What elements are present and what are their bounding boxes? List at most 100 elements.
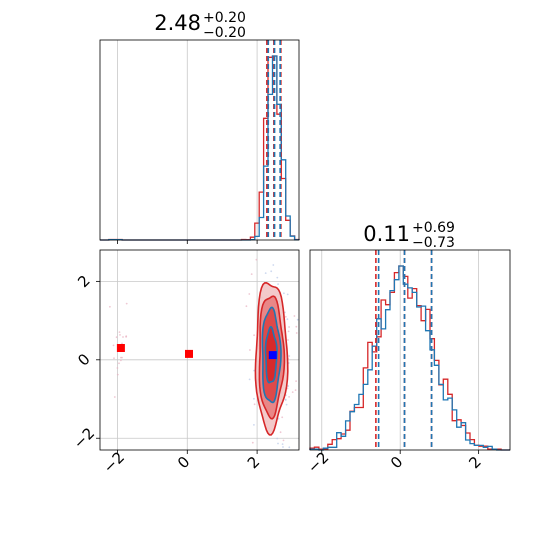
- scatter-point: [125, 302, 128, 305]
- scatter-point: [251, 441, 254, 444]
- scatter-point: [295, 332, 298, 334]
- scatter-point: [282, 446, 284, 448]
- scatter-point: [122, 336, 124, 338]
- scatter-point: [249, 349, 251, 351]
- histogram-step-series-2: [100, 55, 300, 241]
- marker-points: [116, 344, 277, 360]
- quantile-lines: [375, 250, 433, 450]
- scatter-point: [288, 355, 291, 357]
- scatter-point: [277, 283, 279, 285]
- grid-lines: [321, 250, 480, 450]
- x-tick-label: −2: [304, 448, 332, 476]
- scatter-point: [295, 325, 298, 328]
- scatter-point: [253, 403, 256, 406]
- marker-square-1: [116, 344, 125, 352]
- scatter-point: [125, 335, 128, 338]
- scatter-point: [253, 369, 256, 372]
- scatter-point: [276, 437, 279, 440]
- scatter-point: [118, 362, 120, 365]
- quantile-lines: [266, 40, 282, 240]
- scatter-point: [109, 305, 111, 308]
- axes-frame: [99, 39, 300, 241]
- axes-frame: [309, 249, 511, 451]
- scatter-point: [113, 396, 116, 398]
- title-value: 0.11: [363, 222, 410, 246]
- scatter-point: [281, 443, 284, 445]
- y-tick-labels: −2 0 2: [70, 272, 98, 453]
- scatter-point: [293, 315, 296, 317]
- scatter-point: [248, 293, 251, 295]
- scatter-point: [287, 385, 290, 387]
- scatter-point: [294, 389, 297, 391]
- x-tick-label: 0: [387, 453, 406, 472]
- scatter-point: [285, 403, 288, 406]
- scatter-point: [113, 357, 115, 360]
- scatter-point: [272, 264, 275, 266]
- axes-frame: [99, 249, 300, 451]
- y-tick-label: −2: [70, 424, 98, 452]
- histogram-step-series-1: [309, 265, 510, 451]
- scatter-point: [253, 424, 255, 426]
- title-value: 2.48: [154, 11, 201, 35]
- scatter-point: [119, 334, 121, 336]
- scatter-point: [270, 270, 273, 273]
- scatter-point: [277, 442, 279, 445]
- scatter-point: [291, 391, 294, 393]
- scatter-point: [286, 293, 289, 296]
- axis-ticks: [321, 450, 480, 454]
- marker-square-3: [268, 351, 277, 360]
- scatter-point: [288, 326, 290, 328]
- histogram-series: [100, 55, 300, 241]
- title-plus: +0.69: [412, 220, 455, 236]
- histogram-step-series-1: [100, 55, 300, 241]
- histogram-series: [309, 265, 510, 451]
- panel-title: 2.48: [154, 11, 201, 35]
- x-tick-labels: −2 0 2: [304, 448, 485, 476]
- scatter-point: [253, 397, 255, 400]
- scatter-point: [287, 339, 289, 341]
- scatter-point: [284, 398, 287, 401]
- scatter-point: [282, 439, 285, 442]
- scatter-point: [296, 318, 299, 321]
- title-minus: −0.20: [203, 25, 246, 41]
- marker-square-2: [185, 349, 193, 358]
- x-tick-label: 2: [244, 453, 263, 472]
- histogram-panel-parameter-1: 2.48 +0.20 −0.20: [99, 10, 300, 244]
- scatter-point: [112, 344, 115, 347]
- x-tick-label: −2: [100, 448, 128, 476]
- histogram-panel-parameter-2: −2 0 2 0.11 +0.69 −0.73: [304, 220, 511, 477]
- scatter-point: [255, 258, 258, 261]
- x-tick-label: 2: [465, 453, 484, 472]
- scatter-point: [288, 446, 291, 449]
- scatter-point: [276, 276, 279, 279]
- scatter-point: [284, 315, 287, 318]
- contour-panel: −2 0 2 −2 0 2: [70, 249, 300, 477]
- scatter-point: [253, 334, 256, 337]
- scatter-point: [295, 380, 297, 382]
- scatter-point: [281, 416, 284, 419]
- scatter-point: [115, 336, 118, 339]
- scatter-point: [287, 330, 290, 333]
- scatter-point: [288, 396, 290, 398]
- scatter-point: [248, 378, 251, 381]
- axis-ticks: [117, 240, 258, 244]
- x-tick-label: 0: [174, 453, 193, 472]
- scatter-point: [286, 318, 289, 321]
- scatter-point: [250, 273, 253, 275]
- y-tick-label: 2: [74, 272, 93, 291]
- scatter-point: [264, 272, 267, 274]
- y-tick-label: 0: [74, 350, 93, 369]
- scatter-point: [120, 356, 122, 359]
- title-minus: −0.73: [412, 235, 455, 251]
- title-plus: +0.20: [203, 10, 246, 26]
- scatter-point: [284, 311, 286, 314]
- scatter-point: [279, 431, 282, 434]
- scatter-point: [118, 331, 121, 333]
- scatter-point: [116, 373, 119, 376]
- scatter-point: [121, 342, 123, 345]
- grid-lines: [117, 40, 258, 240]
- scatter-point: [116, 367, 119, 369]
- axis-ticks: [96, 280, 258, 454]
- scatter-point: [245, 305, 248, 308]
- histogram-step-series-2: [309, 265, 510, 451]
